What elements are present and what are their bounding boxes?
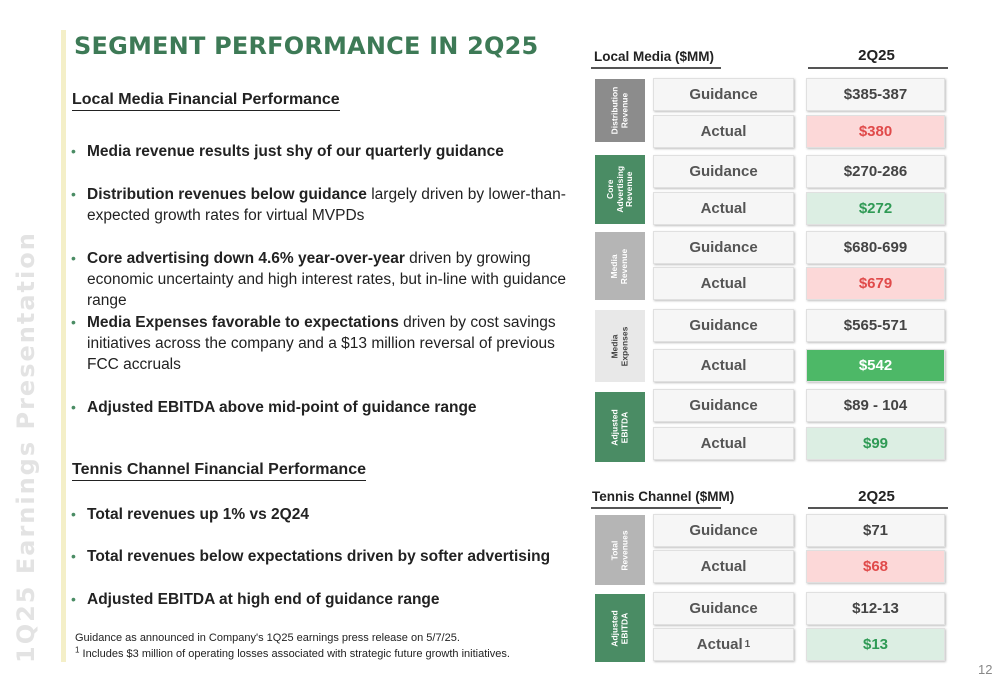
local-bullet-1: • Media revenue results just shy of our … bbox=[70, 141, 570, 162]
bullet-dot-icon: • bbox=[71, 186, 76, 202]
page-number: 12 bbox=[978, 662, 993, 677]
tennis-revenue-actual-label: Actual bbox=[653, 550, 794, 583]
bullet-text: driven by growing economic uncertainty a… bbox=[87, 250, 567, 309]
ebitda-actual-label: Actual bbox=[653, 427, 794, 460]
footnote-operating-losses: 1 Includes $3 million of operating losse… bbox=[75, 645, 510, 660]
bullet-dot-icon: • bbox=[71, 591, 76, 607]
actual-label-text: Actual bbox=[696, 636, 743, 653]
tab-core-advertising-revenue: Core Advertising Revenue bbox=[595, 155, 645, 224]
core-advertising-actual-value: $272 bbox=[806, 192, 945, 225]
tab-tennis-adjusted-ebitda: Adjusted EBITDA bbox=[595, 594, 645, 662]
bullet-dot-icon: • bbox=[71, 506, 76, 522]
bullet-dot-icon: • bbox=[71, 314, 76, 330]
tab-media-expenses: Media Expenses bbox=[595, 310, 645, 382]
media-expenses-actual-value: $542 bbox=[806, 349, 945, 382]
bullet-bold: Core advertising down 4.6% year-over-yea… bbox=[87, 250, 405, 267]
bullet-dot-icon: • bbox=[71, 250, 76, 266]
footnote-marker: 1 bbox=[75, 645, 80, 655]
bullet-bold: Adjusted EBITDA at high end of guidance … bbox=[87, 591, 440, 608]
core-advertising-guidance-value: $270-286 bbox=[806, 155, 945, 188]
local-bullet-4: • Media Expenses favorable to expectatio… bbox=[70, 312, 570, 375]
bullet-text: largely driven by lower-than-expected gr… bbox=[87, 186, 566, 224]
distribution-actual-value: $380 bbox=[806, 115, 945, 148]
distribution-actual-label: Actual bbox=[653, 115, 794, 148]
tennis-revenue-guidance-value: $71 bbox=[806, 514, 945, 547]
tennis-bullet-2: • Total revenues below expectations driv… bbox=[70, 546, 570, 567]
title-accent-bar bbox=[61, 30, 66, 662]
footnote-guidance: Guidance as announced in Company's 1Q25 … bbox=[75, 632, 460, 644]
bullet-text: driven by cost savings initiatives acros… bbox=[87, 314, 556, 373]
media-revenue-actual-value: $679 bbox=[806, 267, 945, 300]
tennis-heading: Tennis Channel Financial Performance bbox=[72, 461, 366, 481]
core-advertising-actual-label: Actual bbox=[653, 192, 794, 225]
bullet-dot-icon: • bbox=[71, 548, 76, 564]
media-revenue-guidance-value: $680-699 bbox=[806, 231, 945, 264]
media-revenue-guidance-label: Guidance bbox=[653, 231, 794, 264]
bullet-bold: Total revenues up 1% vs 2Q24 bbox=[87, 506, 309, 523]
tab-media-revenue: Media Revenue bbox=[595, 232, 645, 300]
bullet-bold: Adjusted EBITDA above mid-point of guida… bbox=[87, 399, 477, 416]
media-expenses-guidance-value: $565-571 bbox=[806, 309, 945, 342]
distribution-guidance-label: Guidance bbox=[653, 78, 794, 111]
tennis-revenue-guidance-label: Guidance bbox=[653, 514, 794, 547]
tennis-period-rule bbox=[808, 507, 948, 509]
bullet-bold: Total revenues below expectations driven… bbox=[87, 548, 551, 565]
bullet-dot-icon: • bbox=[71, 399, 76, 415]
tab-adjusted-ebitda: Adjusted EBITDA bbox=[595, 392, 645, 462]
tennis-table-period: 2Q25 bbox=[858, 488, 895, 505]
tennis-revenue-actual-value: $68 bbox=[806, 550, 945, 583]
page-title: SEGMENT PERFORMANCE IN 2Q25 bbox=[74, 32, 539, 60]
distribution-guidance-value: $385-387 bbox=[806, 78, 945, 111]
media-revenue-actual-label: Actual bbox=[653, 267, 794, 300]
tab-tennis-total-revenues: Total Revenues bbox=[595, 515, 645, 585]
bullet-bold: Media Expenses favorable to expectations bbox=[87, 314, 399, 331]
media-expenses-actual-label: Actual bbox=[653, 349, 794, 382]
bullet-bold: Distribution revenues below guidance bbox=[87, 186, 367, 203]
local-period-rule bbox=[808, 67, 948, 69]
local-bullet-5: • Adjusted EBITDA above mid-point of gui… bbox=[70, 397, 570, 418]
local-bullet-3: • Core advertising down 4.6% year-over-y… bbox=[70, 248, 570, 311]
bullet-dot-icon: • bbox=[71, 143, 76, 159]
ebitda-guidance-value: $89 - 104 bbox=[806, 389, 945, 422]
local-media-heading: Local Media Financial Performance bbox=[72, 91, 340, 111]
local-header-rule bbox=[591, 67, 721, 69]
core-advertising-guidance-label: Guidance bbox=[653, 155, 794, 188]
tennis-bullet-1: • Total revenues up 1% vs 2Q24 bbox=[70, 504, 570, 525]
ebitda-actual-value: $99 bbox=[806, 427, 945, 460]
tennis-bullet-3: • Adjusted EBITDA at high end of guidanc… bbox=[70, 589, 570, 610]
local-table-header: Local Media ($MM) bbox=[594, 49, 715, 64]
tennis-header-rule bbox=[591, 507, 721, 509]
side-presentation-label: 1Q25 Earnings Presentation bbox=[12, 231, 40, 663]
tennis-ebitda-actual-value: $13 bbox=[806, 628, 945, 661]
tennis-ebitda-actual-label: Actual 1 bbox=[653, 628, 794, 661]
bullet-bold: Media revenue results just shy of our qu… bbox=[87, 143, 504, 160]
media-expenses-guidance-label: Guidance bbox=[653, 309, 794, 342]
local-bullet-2: • Distribution revenues below guidance l… bbox=[70, 184, 570, 226]
tennis-ebitda-guidance-value: $12-13 bbox=[806, 592, 945, 625]
local-table-period: 2Q25 bbox=[858, 47, 895, 64]
ebitda-guidance-label: Guidance bbox=[653, 389, 794, 422]
tab-distribution-revenue: Distribution Revenue bbox=[595, 79, 645, 142]
tennis-table-header: Tennis Channel ($MM) bbox=[592, 489, 735, 504]
tennis-ebitda-guidance-label: Guidance bbox=[653, 592, 794, 625]
footnote-text: Includes $3 million of operating losses … bbox=[79, 648, 510, 660]
